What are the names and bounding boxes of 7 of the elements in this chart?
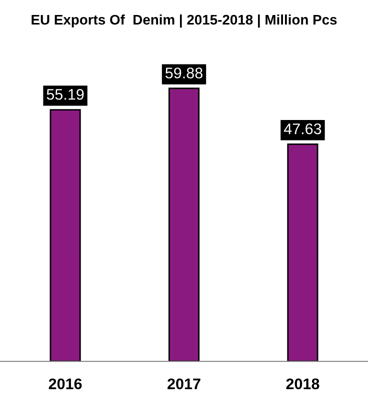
data-label: 47.63 — [284, 123, 322, 134]
data-label: 59.88 — [165, 68, 202, 78]
x-tick-label: 2017 — [168, 378, 200, 390]
x-tick-label: 2016 — [48, 378, 82, 390]
chart-title: EU Exports Of Denim | 2015-2018 | Million Pcs — [32, 14, 337, 28]
x-tick-label: 2018 — [286, 378, 320, 390]
data-label: 55.19 — [46, 88, 84, 100]
